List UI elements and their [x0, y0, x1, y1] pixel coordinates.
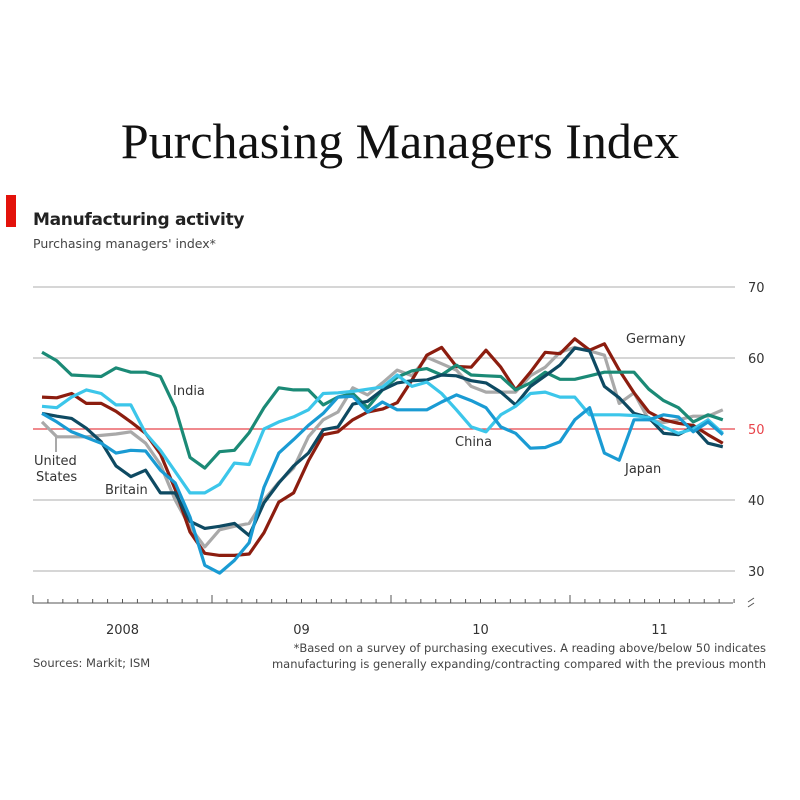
y-tick-label: 30	[748, 565, 765, 580]
sources-note: Sources: Markit; ISM	[33, 656, 151, 670]
series-label-united-states: United States	[34, 454, 77, 485]
series-line-japan	[41, 393, 724, 575]
series-line-united-states	[40, 345, 724, 549]
x-tick-label: 09	[293, 623, 310, 638]
chart-subtitle: Purchasing managers' index*	[33, 236, 216, 251]
y-tick-label: 70	[748, 281, 765, 296]
y-tick-label: 60	[748, 352, 765, 367]
y-tick-label: 40	[748, 494, 765, 509]
series-label-britain: Britain	[105, 483, 148, 498]
y-tick-label: 50	[748, 423, 765, 438]
axis-break-icon	[747, 597, 755, 608]
footnote: *Based on a survey of purchasing executi…	[271, 641, 766, 671]
series-line-britain	[41, 346, 724, 538]
x-tick-label: 11	[651, 623, 668, 638]
brand-red-bar	[6, 195, 16, 227]
series-line-china	[41, 373, 724, 495]
series-label-india: India	[173, 384, 205, 399]
chart-title: Manufacturing activity	[33, 210, 245, 230]
x-tick-label: 10	[472, 623, 489, 638]
series-label-germany: Germany	[626, 332, 686, 347]
series-label-china: China	[455, 435, 492, 450]
page-title: Purchasing Managers Index	[120, 113, 680, 169]
series-label-japan: Japan	[624, 462, 661, 477]
x-tick-label: 2008	[106, 623, 139, 638]
